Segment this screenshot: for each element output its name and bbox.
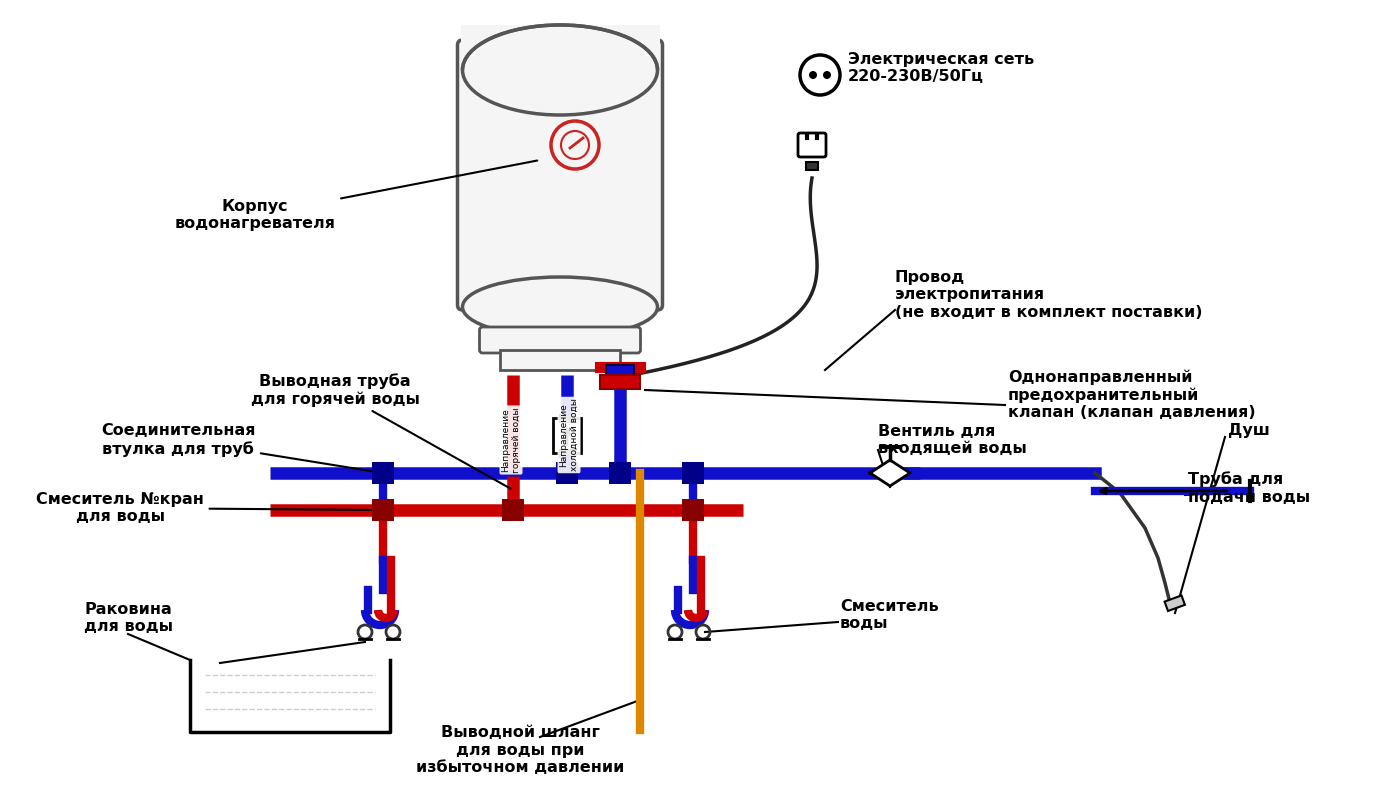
FancyBboxPatch shape [799,133,826,157]
Text: Вентиль для
входящей воды: Вентиль для входящей воды [877,424,1027,456]
Text: Душ: Душ [1228,422,1271,438]
Bar [805,162,818,170]
Text: Однонаправленный
предохранительный
клапан (клапан давления): Однонаправленный предохранительный клапа… [1008,370,1255,421]
Text: Провод
электропитания
(не входит в комплект поставки): Провод электропитания (не входит в компл… [895,270,1203,320]
Text: Выводная труба
для горячей воды: Выводная труба для горячей воды [251,373,511,489]
Ellipse shape [462,25,657,115]
Bar [461,25,660,70]
Bar [609,462,631,484]
Bar [502,499,525,521]
Text: Смеситель №кран
для воды: Смеситель №кран для воды [36,492,381,524]
Bar [682,462,704,484]
Bar [554,418,581,453]
Text: Соединительная
втулка для труб: Соединительная втулка для труб [101,423,381,473]
Ellipse shape [462,277,657,337]
Bar [682,499,704,521]
Text: Электрическая сеть
220-230В/50Гц: Электрическая сеть 220-230В/50Гц [848,52,1034,84]
Bar [559,414,574,422]
Bar [606,365,634,377]
Text: Направление
холодной воды: Направление холодной воды [559,398,579,471]
Text: Корпус
водонагревателя: Корпус водонагревателя [174,161,537,231]
Bar [500,350,620,370]
Text: Труба для
подачи воды: Труба для подачи воды [1187,471,1311,505]
Text: Направление
горячей воды: Направление горячей воды [501,407,520,473]
FancyBboxPatch shape [458,40,663,310]
Bar [559,449,574,457]
Polygon shape [871,460,911,486]
Bar [372,499,394,521]
Text: Смеситель
воды: Смеситель воды [840,598,938,631]
Bar [372,462,394,484]
FancyBboxPatch shape [479,327,641,353]
Circle shape [810,71,817,79]
Bar [1164,595,1185,611]
Circle shape [561,131,590,159]
Text: Раковина
для воды: Раковина для воды [83,602,173,634]
Bar [556,462,579,484]
Bar [601,375,639,389]
Text: Выводной шланг
для воды при
избыточном давлении: Выводной шланг для воды при избыточном д… [415,725,624,775]
Circle shape [823,71,830,79]
